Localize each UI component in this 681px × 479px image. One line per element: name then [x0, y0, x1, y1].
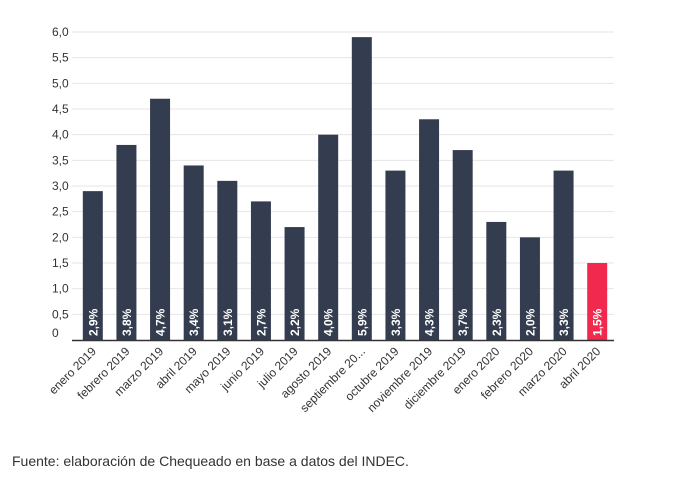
- bar: [284, 227, 305, 340]
- y-tick-label: 0: [52, 326, 59, 340]
- bar: [385, 170, 406, 340]
- bars: 2,9% 3,8% 4,7% 3,4% 3,1% 2,7% 2,2% 4,0% 5,9% 3,3%…: [82, 37, 608, 341]
- bar: [486, 221, 507, 340]
- bar: [217, 180, 238, 340]
- y-tick-label: 4,5: [52, 102, 69, 116]
- y-tick-label: 1,0: [52, 282, 69, 296]
- y-axis: 0 0,5 1,0 1,5 2,0 2,5 3,0 3,5 4,0 4,5 5,0 5,5 6,0: [52, 25, 69, 340]
- y-tick-label: 2,5: [52, 205, 69, 219]
- data-label: 4,3%: [423, 308, 437, 336]
- bar: [150, 98, 171, 340]
- source-note: Fuente: elaboración de Chequeado en base…: [12, 453, 409, 469]
- data-label: 5,9%: [355, 308, 369, 336]
- data-label: 2,0%: [523, 308, 537, 336]
- y-tick-label: 1,5: [52, 256, 69, 270]
- bar: [553, 170, 574, 340]
- data-label: 3,7%: [456, 308, 470, 336]
- data-label: 3,3%: [389, 308, 403, 336]
- bar-chart: 0 0,5 1,0 1,5 2,0 2,5 3,0 3,5 4,0 4,5 5,0 5,5 6,0 2,…: [46, 25, 614, 415]
- data-label: 2,7%: [254, 308, 268, 336]
- bar: [351, 37, 372, 341]
- bar: [250, 201, 271, 340]
- data-label: 4,0%: [322, 308, 336, 336]
- bar: [452, 150, 473, 340]
- y-tick-label: 4,0: [52, 128, 69, 142]
- y-tick-label: 5,5: [52, 51, 69, 65]
- y-tick-label: 0,5: [52, 307, 69, 321]
- data-label: 2,9%: [86, 308, 100, 336]
- bar: [587, 263, 608, 340]
- data-label: 3,8%: [120, 308, 134, 336]
- data-label: 3,1%: [221, 308, 235, 336]
- y-tick-label: 3,0: [52, 179, 69, 193]
- data-label: 3,3%: [557, 308, 571, 336]
- data-label: 1,5%: [591, 308, 605, 336]
- bar: [419, 119, 440, 341]
- bar: [116, 144, 137, 340]
- y-tick-label: 5,0: [52, 76, 69, 90]
- data-label: 2,3%: [490, 308, 504, 336]
- bar: [82, 191, 103, 340]
- y-tick-label: 3,5: [52, 153, 69, 167]
- data-label: 3,4%: [187, 308, 201, 336]
- data-label: 4,7%: [154, 308, 168, 336]
- data-label: 2,2%: [288, 308, 302, 336]
- bar: [318, 134, 339, 340]
- y-tick-label: 2,0: [52, 230, 69, 244]
- bar: [519, 237, 540, 340]
- bar: [183, 165, 204, 340]
- y-tick-label: 6,0: [52, 25, 69, 39]
